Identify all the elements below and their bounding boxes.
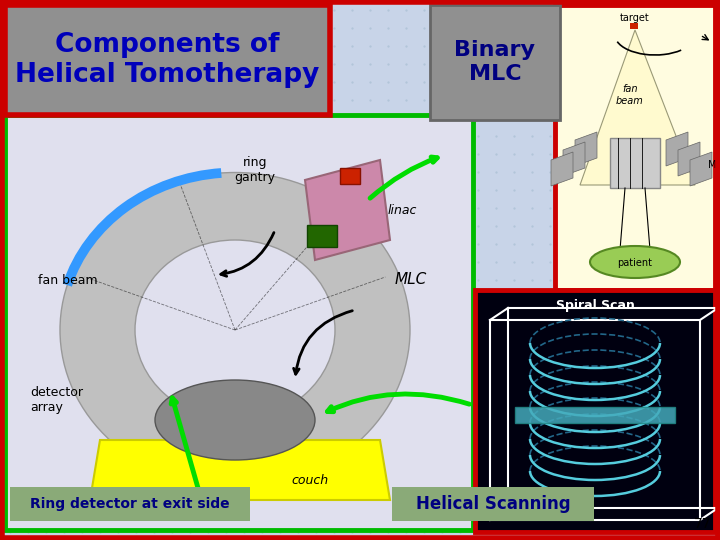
Polygon shape <box>90 440 390 500</box>
Text: fan beam: fan beam <box>38 273 98 287</box>
FancyBboxPatch shape <box>515 407 675 423</box>
Polygon shape <box>563 142 585 176</box>
Bar <box>340 168 360 184</box>
Text: couch: couch <box>292 474 328 487</box>
Bar <box>630 23 638 29</box>
Text: Helical Scanning: Helical Scanning <box>415 495 570 513</box>
Polygon shape <box>580 30 695 185</box>
Bar <box>307 225 337 247</box>
Text: patient: patient <box>618 258 652 268</box>
Polygon shape <box>690 152 712 186</box>
Text: detector
array: detector array <box>30 386 83 414</box>
FancyBboxPatch shape <box>392 487 594 521</box>
Text: Components of
Helical Tomotherapy: Components of Helical Tomotherapy <box>15 32 319 88</box>
FancyBboxPatch shape <box>5 5 330 115</box>
Text: 77: 77 <box>694 517 712 531</box>
Text: Spiral Scan: Spiral Scan <box>556 299 634 312</box>
FancyBboxPatch shape <box>475 290 715 532</box>
Text: MLC: MLC <box>395 273 427 287</box>
Text: MLC: MLC <box>708 160 720 170</box>
Polygon shape <box>305 160 390 260</box>
FancyBboxPatch shape <box>555 5 715 290</box>
Polygon shape <box>551 152 573 186</box>
FancyBboxPatch shape <box>430 5 560 120</box>
Text: Binary
MLC: Binary MLC <box>454 40 536 84</box>
Text: ring
gantry: ring gantry <box>235 156 276 184</box>
Ellipse shape <box>590 246 680 278</box>
Polygon shape <box>666 132 688 166</box>
Ellipse shape <box>155 380 315 460</box>
Ellipse shape <box>60 172 410 488</box>
FancyBboxPatch shape <box>5 115 473 530</box>
Ellipse shape <box>135 240 335 420</box>
Text: target: target <box>620 13 650 23</box>
Text: fan
beam: fan beam <box>616 84 644 106</box>
Text: Ring detector at exit side: Ring detector at exit side <box>30 497 230 511</box>
Bar <box>610 138 660 188</box>
FancyBboxPatch shape <box>10 487 250 521</box>
Polygon shape <box>575 132 597 166</box>
Polygon shape <box>678 142 700 176</box>
Text: linac: linac <box>388 204 418 217</box>
